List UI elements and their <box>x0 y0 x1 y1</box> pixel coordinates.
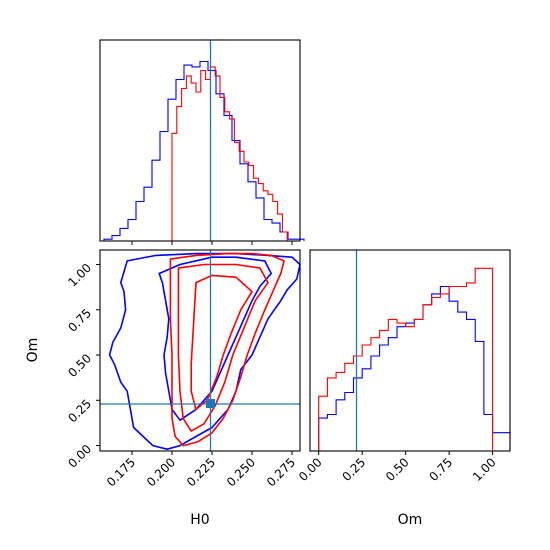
contour-red-level-3 <box>190 274 253 411</box>
x-tick-label: 1.00 <box>470 455 499 484</box>
x-axis-label-H0: H0 <box>190 512 209 528</box>
x-tick-label: 0.25 <box>340 455 369 484</box>
x-tick-label: 0.75 <box>426 455 455 484</box>
y-tick-label: 0.25 <box>65 397 94 426</box>
x-tick-label: 0.225 <box>184 455 218 489</box>
x-tick-label: 0.00 <box>296 455 325 484</box>
x-tick-label: 0.50 <box>383 455 412 484</box>
contour-H0-Om-panel: 0.175 0.200 0.225 0.250 0.275 0.00 0.25 0.50 0.… <box>25 249 301 528</box>
contour-red-level-2 <box>177 263 269 432</box>
y-tick-label: 0.75 <box>65 306 94 335</box>
contour-blue-level-2 <box>158 256 273 422</box>
x-tick-label: 0.275 <box>264 455 298 489</box>
hist-Om-frame <box>309 249 511 452</box>
x-tick-label: 0.200 <box>144 455 178 489</box>
x-axis-label-Om: Om <box>398 512 423 528</box>
y-tick-label: 1.00 <box>65 261 94 290</box>
hist-Om-series-red <box>310 267 494 452</box>
hist-Om-series-blue <box>310 285 511 452</box>
hist-H0-series-blue <box>103 60 305 241</box>
hist-H0-frame <box>99 39 301 242</box>
x-tick-label: 0.250 <box>224 455 258 489</box>
contour-red-level-1 <box>169 252 285 447</box>
y-tick-label: 0.50 <box>65 351 94 380</box>
hist-Om-panel: 0.00 0.25 0.50 0.75 1.00 Om <box>296 249 511 528</box>
y-axis-label-Om: Om <box>25 338 41 363</box>
contour-blue-level-1 <box>108 252 301 451</box>
hist-H0-series-red <box>171 66 288 241</box>
y-tick-label: 0.00 <box>65 442 94 471</box>
truth-marker <box>206 399 215 408</box>
hist-H0-panel <box>99 39 305 245</box>
x-tick-label: 0.175 <box>104 455 138 489</box>
contour-frame <box>99 249 301 452</box>
